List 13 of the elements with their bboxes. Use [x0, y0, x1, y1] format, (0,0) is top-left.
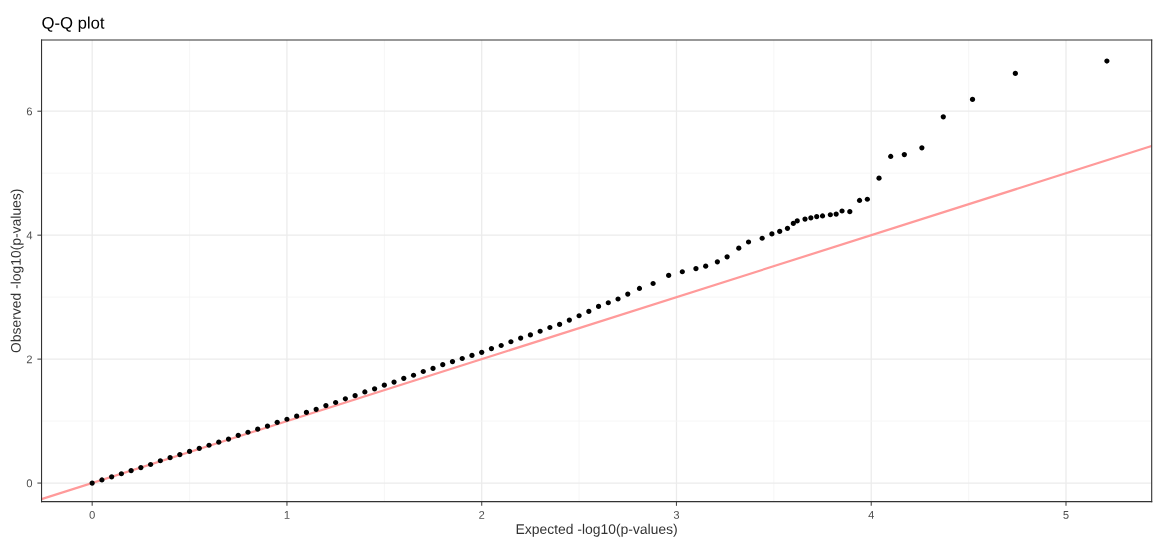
chart-title: Q-Q plot	[42, 16, 105, 33]
x-tick-label: 2	[479, 510, 485, 519]
x-tick-label: 0	[89, 510, 95, 519]
x-tick-label: 5	[1063, 511, 1069, 519]
x-axis-title: Expected -log10(p-values)	[516, 523, 677, 537]
y-tick-label: 0	[26, 479, 33, 488]
y-tick-label: 2	[26, 355, 32, 364]
x-tick-label: 3	[673, 510, 680, 519]
y-tick-label: 4	[26, 231, 33, 240]
x-tick-label: 1	[284, 511, 290, 519]
y-axis-title: Observed -log10(p-values)	[10, 189, 24, 353]
y-tick-label: 6	[26, 107, 33, 116]
x-tick-label: 4	[868, 511, 874, 519]
